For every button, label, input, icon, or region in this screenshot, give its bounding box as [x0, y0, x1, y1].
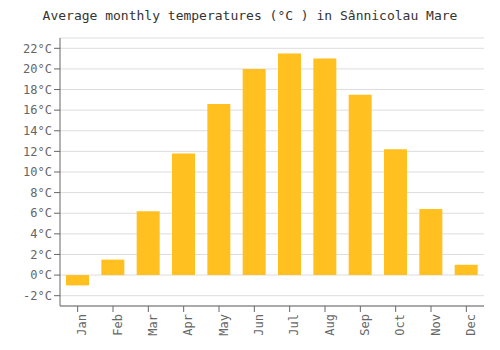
svg-text:10°C: 10°C: [23, 165, 52, 179]
svg-text:16°C: 16°C: [23, 103, 52, 117]
svg-text:Jan: Jan: [75, 314, 89, 336]
svg-text:12°C: 12°C: [23, 145, 52, 159]
svg-text:-2°C: -2°C: [23, 289, 52, 303]
svg-text:22°C: 22°C: [23, 42, 52, 56]
svg-text:4°C: 4°C: [30, 227, 52, 241]
svg-text:Aug: Aug: [323, 314, 337, 336]
svg-text:Jun: Jun: [252, 314, 266, 336]
svg-text:2°C: 2°C: [30, 248, 52, 262]
svg-text:14°C: 14°C: [23, 124, 52, 138]
html-text:Average monthly temperatures (: Average monthly temperatures (°C ) in Sâ…: [42, 8, 458, 23]
svg-text:Apr: Apr: [181, 314, 195, 336]
svg-text:Nov: Nov: [429, 314, 443, 336]
svg-text:8°C: 8°C: [30, 186, 52, 200]
svg-text:Sep: Sep: [358, 314, 372, 336]
svg-text:Dec: Dec: [464, 314, 478, 336]
svg-text:18°C: 18°C: [23, 83, 52, 97]
svg-text:May: May: [217, 314, 231, 336]
svg-text:Jul: Jul: [287, 314, 301, 336]
svg-text:6°C: 6°C: [30, 206, 52, 220]
svg-text:Oct: Oct: [393, 314, 407, 336]
svg-text:20°C: 20°C: [23, 62, 52, 76]
svg-text:Feb: Feb: [111, 314, 125, 336]
svg-text:0°C: 0°C: [30, 268, 52, 282]
svg-text:Mar: Mar: [146, 314, 160, 336]
